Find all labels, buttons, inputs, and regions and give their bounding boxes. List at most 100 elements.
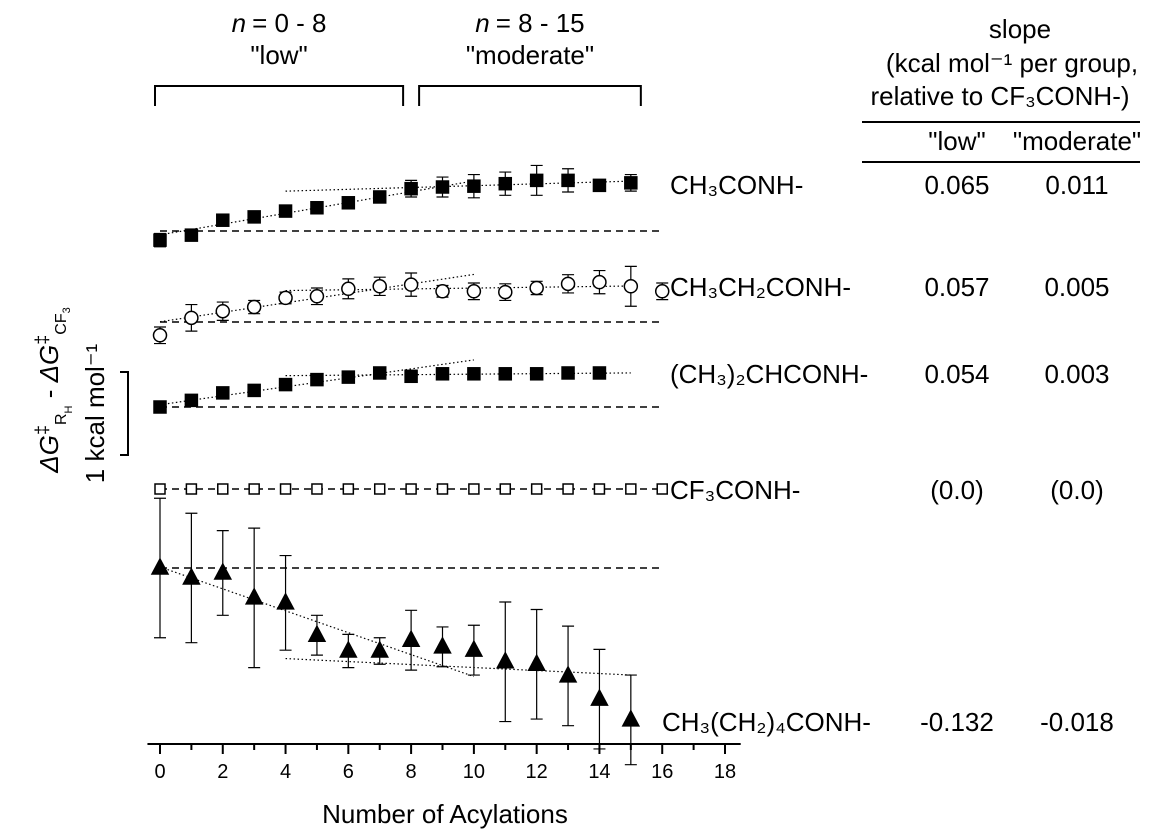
fit-line [159, 273, 474, 323]
scale-bar [120, 371, 129, 456]
point [468, 483, 480, 495]
y-axis-label: ΔG‡RH - ΔG‡CF3 [32, 307, 75, 473]
x-tick-label: 12 [526, 761, 548, 783]
y-axis-label-part: ‡ [32, 425, 52, 435]
point [435, 367, 450, 381]
point [592, 274, 607, 290]
fit-line [285, 180, 631, 192]
point [246, 299, 262, 315]
point [372, 279, 387, 294]
series-label: CF₃CONH- [670, 475, 800, 505]
fit-line [159, 180, 474, 236]
x-tick-label: 4 [280, 761, 291, 783]
point [498, 176, 513, 191]
slope-value: (0.0) [1050, 475, 1103, 505]
point [592, 178, 607, 193]
point [372, 366, 387, 380]
point [592, 366, 607, 380]
point [621, 709, 641, 727]
point [593, 483, 606, 495]
point [278, 290, 293, 306]
x-tick-label: 10 [463, 761, 485, 783]
y-axis-label-part: 3 [61, 307, 73, 313]
x-tick-label: 18 [714, 761, 736, 783]
regime-bracket [418, 85, 642, 106]
point [247, 383, 261, 398]
series-label: CH₃CONH- [670, 170, 803, 200]
regime-title: n = 0 - 8 [232, 8, 327, 38]
x-tick-label: 2 [217, 761, 228, 783]
point [217, 483, 229, 495]
regime-n: n [232, 8, 246, 38]
point [152, 328, 168, 343]
point [216, 213, 230, 227]
regime-range: = 8 - 15 [496, 8, 585, 38]
fit-line [285, 285, 631, 292]
point [498, 284, 513, 300]
point [467, 179, 481, 193]
point [561, 366, 575, 380]
regime-bracket [154, 85, 405, 106]
point [623, 279, 639, 294]
x-tick-label: 8 [406, 761, 417, 783]
slope-header: (kcal mol⁻¹ per group, [886, 48, 1138, 78]
y-axis-label-part: R [53, 413, 70, 425]
slope-header: relative to CF₃CONH-) [870, 81, 1129, 111]
point [529, 280, 544, 296]
point [213, 562, 233, 580]
point [153, 400, 167, 414]
point [184, 393, 199, 408]
point [278, 204, 293, 218]
point [372, 190, 387, 204]
point [311, 483, 323, 495]
x-tick-label: 14 [588, 761, 610, 783]
point [373, 483, 386, 495]
point [498, 367, 513, 381]
slope-value: 0.065 [924, 170, 989, 200]
point [466, 284, 482, 299]
slope-value: -0.018 [1040, 707, 1114, 737]
point [150, 557, 170, 575]
point [404, 369, 418, 384]
point [529, 173, 544, 188]
regime-title: n = 8 - 15 [475, 8, 584, 38]
point [216, 386, 230, 400]
point [560, 276, 576, 292]
point [561, 173, 575, 188]
slope-header: slope [989, 14, 1051, 44]
point [562, 483, 574, 495]
slope-column-header: "low" [928, 126, 985, 156]
y-axis-label-part: ΔG [34, 435, 64, 474]
point [341, 370, 356, 384]
point [370, 640, 389, 658]
point [433, 636, 452, 654]
series-label: (CH₃)₂CHCONH- [670, 359, 868, 389]
slope-value: -0.132 [920, 707, 994, 737]
point [244, 587, 264, 605]
point [342, 483, 355, 495]
point [496, 651, 515, 669]
scale-bar-label: 1 kcal mol⁻¹ [80, 343, 110, 483]
point [467, 367, 481, 381]
point [404, 181, 418, 196]
fit-line [159, 566, 475, 678]
fit-line [159, 359, 474, 406]
y-axis-label-part: H [63, 405, 75, 413]
fit-line [285, 372, 631, 377]
point [436, 483, 449, 495]
slope-value: 0.011 [1045, 170, 1108, 200]
point [310, 201, 324, 215]
point [184, 228, 199, 242]
point [435, 180, 450, 194]
point [307, 624, 327, 642]
point [215, 303, 231, 319]
point [499, 483, 512, 495]
point [341, 281, 356, 297]
point [276, 592, 295, 610]
slope-value: (0.0) [930, 475, 983, 505]
y-axis-label-part: CF [53, 313, 70, 335]
point [278, 377, 293, 392]
point [184, 310, 199, 326]
regime-name: "low" [250, 40, 307, 70]
